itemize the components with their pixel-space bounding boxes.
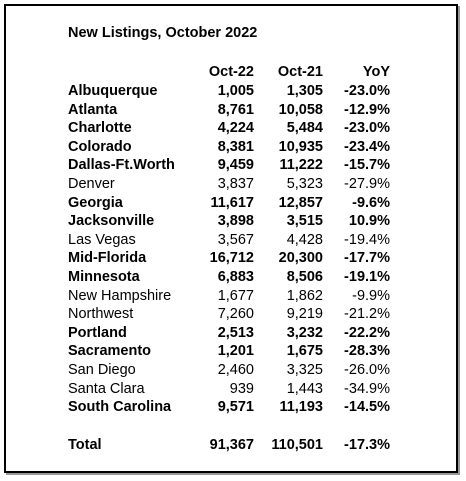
oct-22-cell: 3,567 xyxy=(217,231,254,248)
yoy-cell: -23.0% xyxy=(344,120,390,137)
oct-21-cell: 3,515 xyxy=(286,213,323,230)
oct-22-cell: 1,677 xyxy=(217,287,254,304)
row-label: Portland xyxy=(68,324,127,341)
oct-22-cell: 9,571 xyxy=(217,399,254,416)
row-label: Northwest xyxy=(68,306,134,323)
table-title: New Listings, October 2022 xyxy=(68,25,258,41)
oct-22-cell: 7,260 xyxy=(217,306,254,323)
yoy-cell: -34.9% xyxy=(344,380,390,397)
oct-21-cell: 1,862 xyxy=(286,287,323,304)
oct-21-cell: 12,857 xyxy=(278,194,323,211)
column-header: YoY xyxy=(362,64,390,80)
oct-22-cell: 2,460 xyxy=(217,362,254,378)
oct-21-cell: 20,300 xyxy=(278,250,323,267)
oct-22-cell: 3,837 xyxy=(217,176,254,192)
yoy-cell: -26.0% xyxy=(344,362,390,378)
row-label: New Hampshire xyxy=(68,287,172,304)
total-oct-22-cell: 91,367 xyxy=(209,437,254,453)
oct-21-cell: 5,323 xyxy=(286,176,323,192)
yoy-cell: -22.2% xyxy=(344,324,390,341)
row-label: Minnesota xyxy=(68,269,140,285)
yoy-cell: -12.9% xyxy=(344,101,390,118)
oct-21-cell: 11,193 xyxy=(279,399,323,416)
row-label: Colorado xyxy=(68,138,132,155)
oct-21-cell: 3,325 xyxy=(286,362,323,378)
yoy-cell: -14.5% xyxy=(344,399,390,416)
yoy-cell: -23.0% xyxy=(344,83,390,99)
oct-21-cell: 11,222 xyxy=(279,157,323,174)
oct-21-cell: 4,428 xyxy=(286,231,323,248)
oct-21-cell: 1,305 xyxy=(286,83,323,99)
oct-21-cell: 10,935 xyxy=(278,138,323,155)
yoy-cell: -27.9% xyxy=(344,176,390,192)
oct-21-cell: 8,506 xyxy=(286,269,323,285)
oct-22-cell: 939 xyxy=(229,380,254,397)
row-label: Sacramento xyxy=(68,343,152,360)
row-label: Santa Clara xyxy=(68,380,145,397)
column-header: Oct-22 xyxy=(208,64,254,80)
row-label: Atlanta xyxy=(68,101,118,118)
row-label: Mid-Florida xyxy=(68,250,147,267)
oct-21-cell: 5,484 xyxy=(286,120,323,137)
row-label: Las Vegas xyxy=(68,231,136,248)
yoy-cell: -9.9% xyxy=(352,287,390,304)
yoy-cell: -19.1% xyxy=(344,269,390,285)
oct-21-cell: 3,232 xyxy=(286,324,323,341)
yoy-cell: -19.4% xyxy=(344,231,390,248)
row-label: San Diego xyxy=(68,362,136,378)
total-row-label: Total xyxy=(68,437,102,453)
oct-22-cell: 9,459 xyxy=(217,157,254,174)
oct-22-cell: 6,883 xyxy=(217,269,254,285)
row-label: Albuquerque xyxy=(68,83,158,99)
yoy-cell: -21.2% xyxy=(344,306,390,323)
table-frame xyxy=(4,4,458,473)
oct-21-cell: 1,675 xyxy=(286,343,323,360)
oct-22-cell: 1,005 xyxy=(217,83,254,99)
oct-22-cell: 8,761 xyxy=(217,101,254,118)
oct-22-cell: 16,712 xyxy=(209,250,254,267)
oct-22-cell: 8,381 xyxy=(217,138,254,155)
oct-22-cell: 11,617 xyxy=(210,194,254,211)
row-label: South Carolina xyxy=(68,399,172,416)
yoy-cell: -23.4% xyxy=(344,138,390,155)
oct-22-cell: 2,513 xyxy=(217,324,254,341)
oct-22-cell: 3,898 xyxy=(217,213,254,230)
oct-22-cell: 1,201 xyxy=(217,343,254,360)
row-label: Jacksonville xyxy=(68,213,155,230)
row-label: Denver xyxy=(68,176,115,192)
yoy-cell: 10.9% xyxy=(348,213,390,230)
oct-21-cell: 9,219 xyxy=(286,306,323,323)
row-label: Dallas-Ft.Worth xyxy=(68,157,175,174)
yoy-cell: -17.7% xyxy=(344,250,390,267)
total-yoy-cell: -17.3% xyxy=(344,437,390,453)
row-label: Georgia xyxy=(68,194,123,211)
yoy-cell: -28.3% xyxy=(344,343,390,360)
oct-21-cell: 10,058 xyxy=(278,101,323,118)
total-oct-21-cell: 110,501 xyxy=(271,437,323,453)
oct-22-cell: 4,224 xyxy=(217,120,254,137)
yoy-cell: -15.7% xyxy=(344,157,390,174)
column-header: Oct-21 xyxy=(277,64,323,80)
yoy-cell: -9.6% xyxy=(352,194,390,211)
oct-21-cell: 1,443 xyxy=(286,380,323,397)
row-label: Charlotte xyxy=(68,120,132,137)
